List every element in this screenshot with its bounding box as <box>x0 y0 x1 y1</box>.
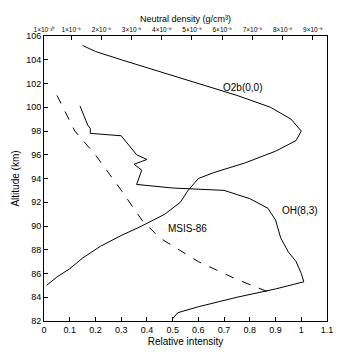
svg-text:104: 104 <box>26 55 41 65</box>
svg-text:1×10⁻⁹: 1×10⁻⁹ <box>61 26 81 33</box>
svg-text:90: 90 <box>31 221 41 231</box>
svg-text:6×10⁻⁹: 6×10⁻⁹ <box>212 26 232 33</box>
svg-text:8×10⁻⁹: 8×10⁻⁹ <box>273 26 293 33</box>
svg-text:94: 94 <box>31 174 41 184</box>
svg-text:102: 102 <box>26 79 41 89</box>
svg-text:0.4: 0.4 <box>141 325 154 335</box>
svg-text:0.7: 0.7 <box>218 325 231 335</box>
svg-text:100: 100 <box>26 102 41 112</box>
svg-text:Altitude (km): Altitude (km) <box>10 150 21 206</box>
svg-text:OH(8,3): OH(8,3) <box>282 205 318 216</box>
svg-text:3×10⁻⁹: 3×10⁻⁹ <box>122 26 142 33</box>
svg-text:0: 0 <box>41 325 46 335</box>
svg-text:84: 84 <box>31 292 41 302</box>
svg-text:98: 98 <box>31 126 41 136</box>
svg-text:4×10⁻⁹: 4×10⁻⁹ <box>152 26 172 33</box>
svg-text:0.6: 0.6 <box>192 325 205 335</box>
svg-text:Neutral density (g/cm³): Neutral density (g/cm³) <box>140 14 231 24</box>
svg-text:0.1: 0.1 <box>63 325 76 335</box>
svg-text:7×10⁻⁹: 7×10⁻⁹ <box>243 26 263 33</box>
svg-text:86: 86 <box>31 269 41 279</box>
svg-text:5×10⁻⁹: 5×10⁻⁹ <box>182 26 202 33</box>
svg-text:92: 92 <box>31 197 41 207</box>
svg-text:1×10⁻¹⁰: 1×10⁻¹⁰ <box>34 26 56 33</box>
svg-text:0.5: 0.5 <box>166 325 179 335</box>
svg-text:MSIS-86: MSIS-86 <box>168 223 207 234</box>
svg-text:0.9: 0.9 <box>269 325 282 335</box>
svg-text:82: 82 <box>31 316 41 326</box>
svg-text:0.3: 0.3 <box>115 325 128 335</box>
svg-text:1: 1 <box>299 325 304 335</box>
svg-text:88: 88 <box>31 245 41 255</box>
svg-text:2×10⁻⁹: 2×10⁻⁹ <box>92 26 112 33</box>
svg-text:106: 106 <box>26 31 41 41</box>
svg-text:0.2: 0.2 <box>89 325 102 335</box>
svg-text:0.8: 0.8 <box>244 325 257 335</box>
svg-text:1.1: 1.1 <box>321 325 334 335</box>
svg-text:Relative intensity: Relative intensity <box>148 336 224 347</box>
svg-text:9×10⁻⁹: 9×10⁻⁹ <box>303 26 323 33</box>
svg-text:96: 96 <box>31 150 41 160</box>
svg-text:O2b(0,0): O2b(0,0) <box>223 82 262 93</box>
